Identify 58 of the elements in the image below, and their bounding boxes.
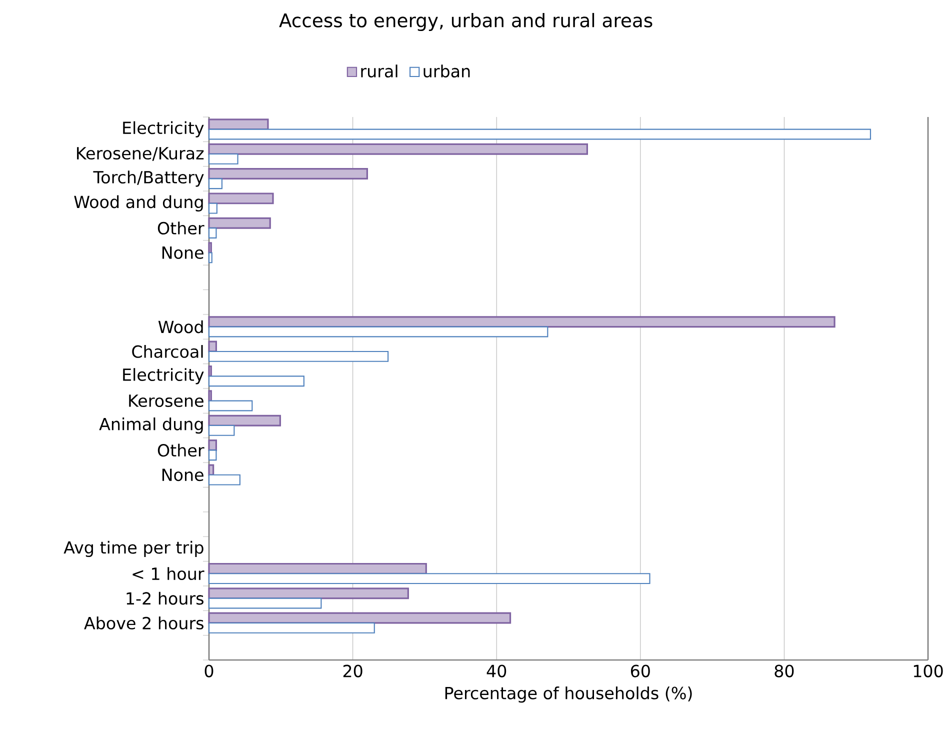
y-tick-label: Animal dung [99, 417, 203, 434]
bar [208, 118, 269, 130]
bar [208, 612, 512, 624]
y-tick-label: None [162, 468, 204, 482]
y-tick-label: 1-2 hours [126, 592, 204, 605]
bar [208, 128, 872, 140]
bar [208, 414, 281, 426]
bar [208, 202, 218, 214]
bar [208, 400, 253, 412]
y-tick-label: Kerosene [129, 394, 204, 408]
y-tick-label: Above 2 hours [84, 616, 204, 630]
y-tick-label: Wood and dung [74, 195, 203, 212]
bar [208, 168, 368, 180]
legend-label: rural [361, 64, 398, 78]
x-tick-label: 100 [914, 664, 943, 678]
bar [208, 450, 217, 461]
y-tick-label: None [162, 246, 204, 259]
chart-title: Access to energy, urban and rural areas [279, 12, 652, 32]
bar [208, 143, 588, 155]
bar [208, 350, 389, 362]
y-tick-label: < 1 hour [132, 567, 204, 580]
x-tick-label: 80 [774, 664, 794, 678]
bar [208, 622, 375, 634]
bar [208, 326, 548, 338]
bar [208, 242, 212, 254]
bar [208, 440, 217, 452]
y-tick-label: Torch/Battery [93, 170, 204, 187]
y-tick-label: Avg time per trip [64, 540, 204, 558]
x-tick-label: 0 [204, 664, 214, 678]
y-tick-label: Electricity [123, 121, 204, 138]
bar [208, 252, 212, 264]
bar [208, 340, 217, 352]
bar [208, 376, 304, 387]
bar [208, 573, 650, 584]
y-tick-label: Wood [158, 320, 203, 334]
x-tick-label: 40 [486, 664, 506, 678]
y-tick-label: Kerosene/Kuraz [77, 147, 204, 161]
bar [208, 365, 212, 377]
legend-label: urban [424, 64, 470, 78]
bar [208, 464, 214, 476]
bar [208, 588, 409, 600]
y-tick-label: Charcoal [132, 345, 203, 358]
y-tick-label: Other [158, 222, 204, 235]
bar [208, 153, 238, 164]
bar [208, 228, 217, 238]
bar [208, 316, 836, 328]
bar [208, 474, 240, 486]
y-tick-label: Electricity [123, 368, 204, 384]
bar [208, 217, 271, 229]
x-axis-title: Percentage of households (%) [445, 686, 692, 703]
bar [208, 192, 274, 204]
x-tick-label: 20 [343, 664, 362, 678]
x-tick-label: 60 [630, 664, 650, 678]
y-tick-label: Other [158, 444, 204, 457]
bar [208, 390, 212, 402]
bar [208, 424, 235, 436]
bar [208, 178, 222, 190]
bar [208, 598, 322, 609]
